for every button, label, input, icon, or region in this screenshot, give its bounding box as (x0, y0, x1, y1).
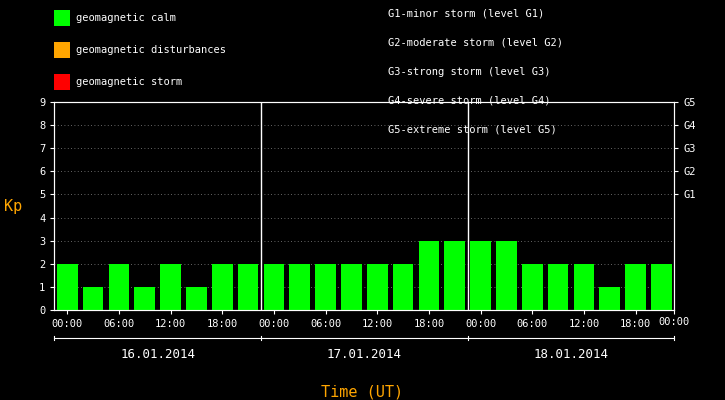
Bar (496, 241, 517, 310)
Text: 17.01.2014: 17.01.2014 (327, 348, 402, 360)
Bar (522, 264, 542, 310)
Bar (367, 264, 388, 310)
Bar (547, 264, 568, 310)
Text: geomagnetic storm: geomagnetic storm (76, 77, 183, 87)
Bar (651, 264, 671, 310)
Bar (109, 264, 129, 310)
Bar (625, 264, 646, 310)
Bar (186, 287, 207, 310)
Text: 18.01.2014: 18.01.2014 (534, 348, 608, 360)
Text: G3-strong storm (level G3): G3-strong storm (level G3) (388, 67, 550, 77)
Text: G5-extreme storm (level G5): G5-extreme storm (level G5) (388, 124, 557, 134)
Text: Time (UT): Time (UT) (321, 384, 404, 400)
Text: geomagnetic disturbances: geomagnetic disturbances (76, 45, 226, 55)
Bar (393, 264, 413, 310)
Bar (444, 241, 465, 310)
Bar (264, 264, 284, 310)
Bar (341, 264, 362, 310)
Bar (573, 264, 594, 310)
Bar (418, 241, 439, 310)
Text: G1-minor storm (level G1): G1-minor storm (level G1) (388, 9, 544, 19)
Text: Kp: Kp (4, 198, 22, 214)
Text: G2-moderate storm (level G2): G2-moderate storm (level G2) (388, 38, 563, 48)
Bar (289, 264, 310, 310)
Bar (600, 287, 620, 310)
Bar (315, 264, 336, 310)
Text: G4-severe storm (level G4): G4-severe storm (level G4) (388, 95, 550, 105)
Text: 16.01.2014: 16.01.2014 (120, 348, 195, 360)
Text: geomagnetic calm: geomagnetic calm (76, 13, 176, 23)
Bar (238, 264, 258, 310)
Bar (471, 241, 491, 310)
Bar (57, 264, 78, 310)
Y-axis label: #ffa500: #ffa500 (0, 399, 1, 400)
Bar (160, 264, 181, 310)
Bar (212, 264, 233, 310)
Bar (134, 287, 155, 310)
Bar (83, 287, 104, 310)
